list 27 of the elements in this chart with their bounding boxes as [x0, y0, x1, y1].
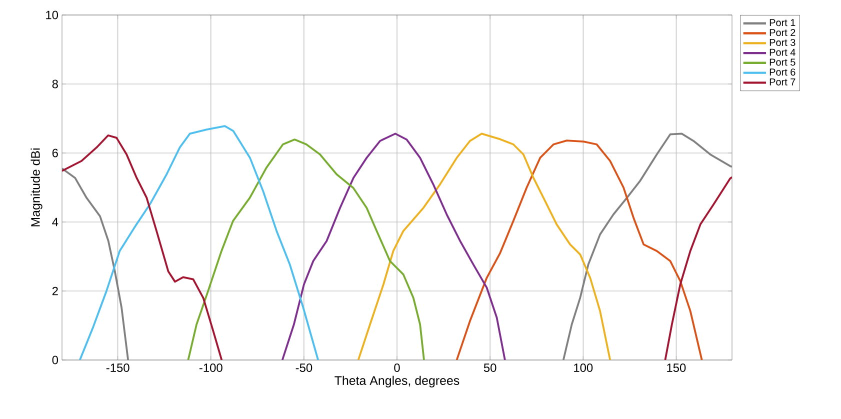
line-series	[78, 125, 320, 360]
y-tick-label: 2	[52, 286, 58, 296]
x-tick-label: 150	[667, 364, 686, 372]
y-tick-label: 10	[46, 10, 58, 20]
x-tick-label: -100	[199, 364, 222, 372]
legend-label: Port 3	[770, 38, 796, 46]
legend-label: Port 7	[770, 78, 796, 86]
x-tick-label: 50	[484, 364, 496, 372]
y-tick-label: 6	[52, 148, 58, 158]
x-tick-label: 0	[394, 364, 400, 372]
line-series	[357, 132, 612, 360]
y-tick-label: 8	[52, 80, 58, 88]
x-tick-label: -150	[106, 364, 130, 372]
y-tick-label: 0	[52, 356, 58, 364]
line-series	[281, 132, 506, 360]
legend-label: Port 5	[770, 58, 796, 66]
legend-label: Port 1	[770, 19, 796, 26]
legend-label: Port 6	[770, 68, 796, 76]
x-tick-label: -50	[296, 364, 312, 372]
legend-label: Port 4	[770, 48, 796, 56]
x-tick-label: 100	[574, 364, 593, 372]
line-series	[456, 140, 703, 360]
y-axis-title: Magnitude dBi	[30, 148, 42, 226]
x-axis-title: Theta Angles, degrees	[334, 376, 460, 388]
y-tick-label: 4	[52, 218, 58, 226]
line-series	[187, 138, 425, 360]
legend-label: Port 2	[770, 29, 796, 36]
